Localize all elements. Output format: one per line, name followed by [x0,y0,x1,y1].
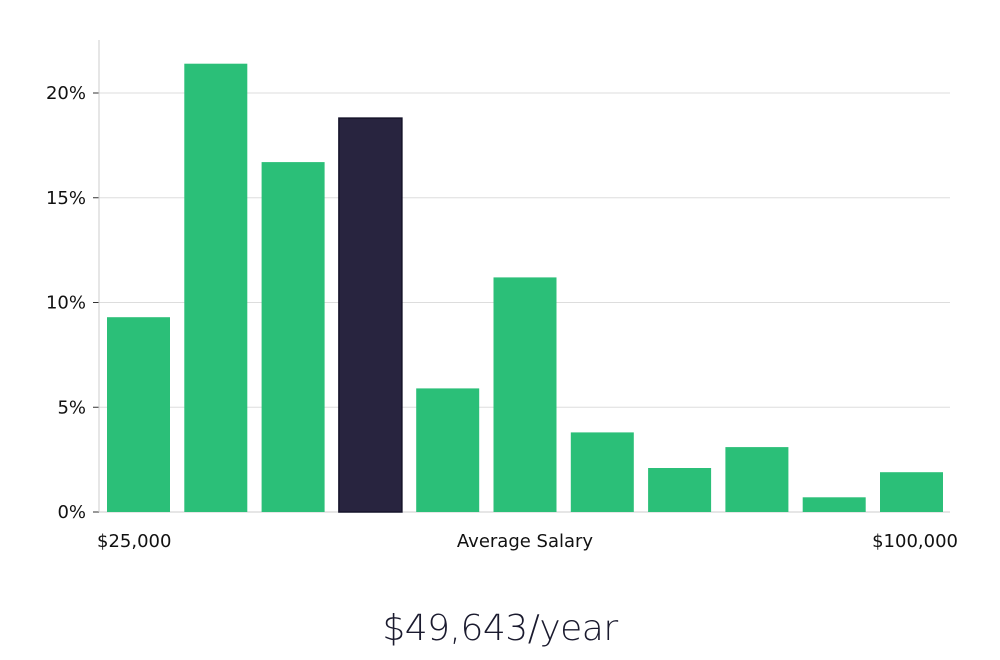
bar [648,468,712,512]
y-tick-label: 5% [57,397,86,418]
bar-highlighted [338,117,403,513]
bar [261,162,325,512]
y-tick-label: 0% [57,502,86,523]
bar [802,497,866,512]
y-axis-ticks: 0% 5% 10% 15% 20% [46,83,99,523]
bars [107,63,943,513]
average-salary-value: $49,643/year [382,608,618,649]
bar [725,447,789,512]
bar [493,277,557,512]
bar [416,388,480,512]
y-tick-label: 10% [46,293,86,314]
bar [880,472,943,512]
x-axis-title: Average Salary [457,531,594,552]
y-tick-label: 20% [46,83,86,104]
y-tick-label: 15% [46,188,86,209]
x-min-label: $25,000 [97,531,171,552]
salary-histogram: 0% 5% 10% 15% 20% $25,000 Average Salary $10… [46,40,958,552]
bar [184,63,248,512]
bar [107,317,170,512]
bar [570,432,634,512]
x-max-label: $100,000 [872,531,958,552]
